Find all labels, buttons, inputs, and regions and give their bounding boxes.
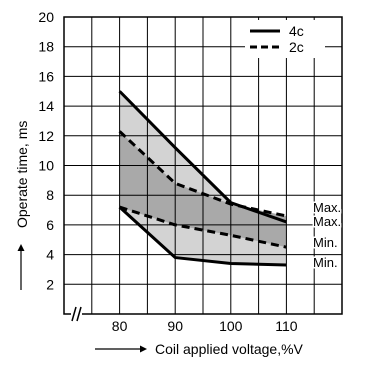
axis-titles: Operate time, ms Coil applied voltage,%V: [14, 121, 304, 357]
axis-break-mark: [76, 306, 82, 322]
series-line-2c-max: [118, 130, 287, 218]
tick-labels: 2 4 6 8 10 12 14 16 18 20 80 90 100 110: [38, 9, 297, 334]
x-axis-title: Coil applied voltage,%V: [155, 341, 304, 357]
y-tick-label: 14: [38, 98, 54, 114]
y-tick-label: 18: [38, 39, 54, 55]
y-axis-title: Operate time, ms: [14, 121, 30, 228]
plot-frame: [63, 16, 343, 315]
band-2c: [119, 131, 287, 248]
series-line-4c-max: [118, 90, 287, 224]
curve-end-label: Min.: [313, 235, 338, 250]
curve-end-label: Max.: [313, 214, 341, 229]
y-tick-label: 20: [38, 9, 54, 25]
y-tick-label: 10: [38, 158, 54, 174]
axis-break-mark: [71, 306, 77, 322]
axes: [63, 16, 343, 322]
x-tick-label: 80: [112, 318, 128, 334]
series-line-2c-min: [119, 205, 287, 249]
grid-lines: [64, 17, 342, 314]
curve-end-label: Max.: [313, 200, 341, 215]
series-line-4c-min: [118, 205, 287, 267]
legend-box: [245, 20, 325, 58]
x-tick-label: 90: [167, 318, 183, 334]
series-lines: [118, 90, 287, 267]
legend-label-2c: 2c: [289, 39, 304, 55]
x-tick-label: 110: [275, 318, 298, 334]
y-axis-arrowhead: [17, 244, 25, 251]
y-tick-label: 16: [38, 68, 54, 84]
y-tick-label: 2: [46, 276, 54, 292]
y-tick-label: 4: [46, 247, 54, 263]
x-tick-label: 100: [219, 318, 243, 334]
curve-end-label: Min.: [313, 255, 338, 270]
y-tick-label: 8: [46, 187, 54, 203]
curve-end-labels: Max.Max. Min. Min.: [312, 199, 343, 272]
axis-break-gap: [71, 306, 82, 322]
x-axis-arrowhead: [140, 345, 147, 353]
y-tick-label: 6: [46, 217, 54, 233]
y-tick-label: 12: [38, 128, 54, 144]
legend-label-4c: 4c: [289, 23, 304, 39]
